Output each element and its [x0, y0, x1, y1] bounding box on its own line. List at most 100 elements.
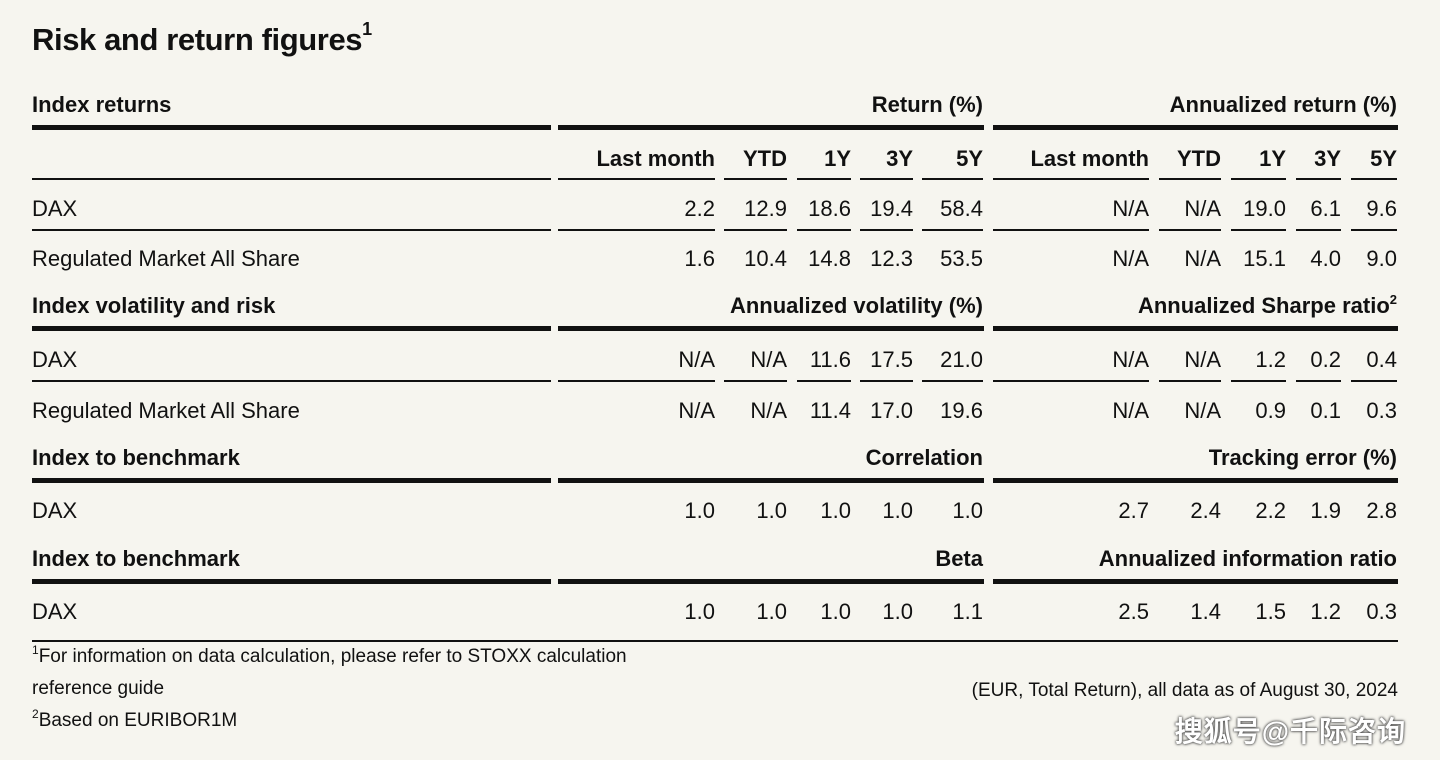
value-cell: N/A — [678, 398, 715, 423]
row-rule — [860, 178, 913, 180]
value-cell: 0.1 — [1310, 398, 1341, 423]
footnote-1-cont: reference guide — [32, 678, 165, 699]
column-header: YTD — [743, 146, 787, 171]
value-cell: N/A — [1184, 196, 1221, 221]
value-cell: N/A — [1112, 246, 1149, 271]
right-group-header: Annualized return (%) — [1169, 92, 1397, 117]
value-cell: 9.6 — [1366, 196, 1397, 221]
row-rule — [724, 178, 787, 180]
value-cell: 2.7 — [1118, 498, 1149, 523]
value-cell: 17.0 — [870, 398, 913, 423]
row-rule — [1351, 229, 1397, 231]
value-cell: 1.0 — [820, 599, 851, 624]
row-rule — [724, 380, 787, 382]
column-header: 5Y — [1370, 146, 1397, 171]
value-cell: 14.8 — [808, 246, 851, 271]
value-cell: N/A — [1184, 398, 1221, 423]
section-label: Index to benchmark — [32, 445, 240, 470]
value-cell: 19.0 — [1243, 196, 1286, 221]
section-rule — [32, 125, 551, 130]
section-rule — [32, 326, 551, 331]
value-cell: 19.6 — [940, 398, 983, 423]
value-cell: N/A — [678, 347, 715, 372]
value-cell: 0.9 — [1255, 398, 1286, 423]
value-cell: 1.0 — [756, 498, 787, 523]
footnote-1: 1For information on data calculation, pl… — [32, 643, 627, 667]
value-cell: 12.3 — [870, 246, 913, 271]
value-cell: N/A — [750, 347, 787, 372]
value-cell: 11.4 — [809, 398, 851, 423]
row-rule — [797, 229, 851, 231]
section-rule — [32, 579, 551, 584]
value-cell: 11.6 — [809, 347, 851, 372]
right-group-header: Annualized information ratio — [1098, 546, 1397, 571]
column-header: 5Y — [956, 146, 983, 171]
row-rule — [1231, 178, 1286, 180]
section-rule — [558, 478, 984, 483]
row-rule — [993, 178, 1149, 180]
section-rule — [993, 326, 1398, 331]
row-rule — [860, 380, 913, 382]
index-name: DAX — [32, 498, 78, 523]
value-cell: 1.0 — [756, 599, 787, 624]
row-rule — [797, 178, 851, 180]
row-rule — [724, 229, 787, 231]
row-rule — [797, 380, 851, 382]
value-cell: N/A — [1112, 398, 1149, 423]
section-rule — [993, 478, 1398, 483]
value-cell: 1.0 — [684, 498, 715, 523]
value-cell: 1.9 — [1310, 498, 1341, 523]
section-rule — [558, 326, 984, 331]
index-name: DAX — [32, 196, 78, 221]
value-cell: 1.1 — [952, 599, 983, 624]
value-cell: 1.4 — [1190, 599, 1221, 624]
index-name: Regulated Market All Share — [32, 246, 300, 271]
footnote-2: 2Based on EURIBOR1M — [32, 707, 238, 731]
value-cell: 6.1 — [1310, 196, 1341, 221]
value-cell: 1.2 — [1310, 599, 1341, 624]
table-bottom-rule — [32, 640, 1398, 642]
left-group-header: Annualized volatility (%) — [729, 293, 983, 318]
section-label: Index to benchmark — [32, 546, 240, 571]
value-cell: 53.5 — [940, 246, 983, 271]
value-cell: 9.0 — [1366, 246, 1397, 271]
value-cell: 15.1 — [1243, 246, 1286, 271]
row-rule — [1231, 229, 1286, 231]
watermark: 搜狐号@千际咨询 — [1174, 716, 1406, 747]
row-rule — [860, 229, 913, 231]
value-cell: N/A — [1112, 347, 1149, 372]
value-cell: 1.0 — [684, 599, 715, 624]
value-cell: 58.4 — [940, 196, 983, 221]
row-rule — [1159, 229, 1221, 231]
column-header: 1Y — [1259, 146, 1286, 171]
value-cell: 21.0 — [940, 347, 983, 372]
index-name: DAX — [32, 347, 78, 372]
row-rule — [922, 178, 983, 180]
section-rule — [32, 478, 551, 483]
section-rule — [558, 125, 984, 130]
right-group-header: Tracking error (%) — [1208, 445, 1397, 470]
column-header: 1Y — [824, 146, 851, 171]
row-rule — [993, 229, 1149, 231]
value-cell: 12.9 — [744, 196, 787, 221]
value-cell: 18.6 — [808, 196, 851, 221]
left-group-header: Beta — [935, 546, 983, 571]
value-cell: 19.4 — [870, 196, 913, 221]
row-rule — [1296, 178, 1341, 180]
value-cell: 1.0 — [882, 498, 913, 523]
left-group-header: Return (%) — [871, 92, 983, 117]
value-cell: 1.0 — [820, 498, 851, 523]
value-cell: 1.5 — [1255, 599, 1286, 624]
row-rule — [922, 380, 983, 382]
row-rule — [1351, 380, 1397, 382]
row-rule — [32, 380, 551, 382]
value-cell: 2.2 — [1255, 498, 1286, 523]
as-of-note: (EUR, Total Return), all data as of Augu… — [971, 680, 1398, 701]
row-rule — [32, 178, 551, 180]
value-cell: 2.4 — [1190, 498, 1221, 523]
value-cell: 0.3 — [1366, 599, 1397, 624]
row-rule — [1159, 178, 1221, 180]
column-header: 3Y — [886, 146, 913, 171]
row-rule — [558, 380, 715, 382]
value-cell: 0.4 — [1366, 347, 1397, 372]
